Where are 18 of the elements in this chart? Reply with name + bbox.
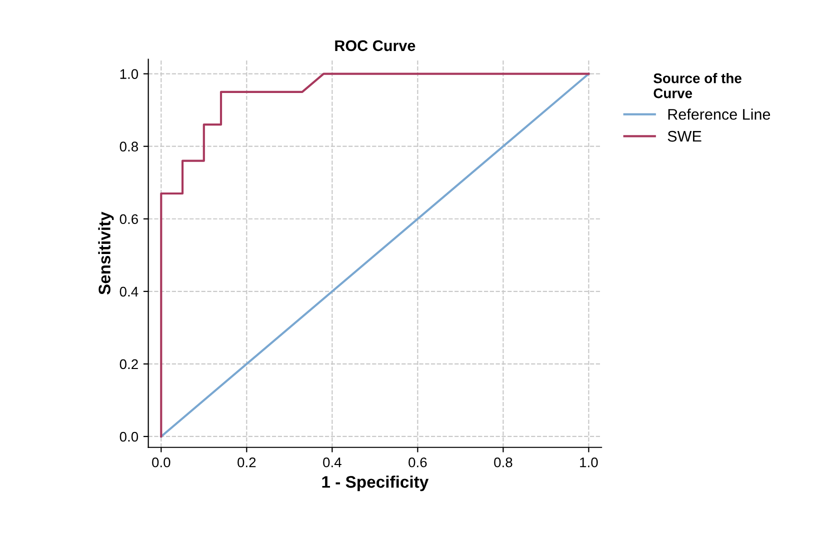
y-tick-label: 0.8 [120, 142, 138, 152]
y-tick-label: 0.4 [120, 286, 138, 297]
x-tick-label: 0.0 [152, 457, 170, 468]
chart-title: ROC Curve [335, 40, 416, 52]
legend-label: SWE [668, 130, 702, 142]
legend-label: Reference Line [668, 108, 770, 120]
x-tick-label: 0.8 [494, 457, 512, 468]
x-tick-label: 0.2 [238, 457, 256, 468]
y-tick-label: 0.0 [120, 432, 138, 442]
y-tick-label: 0.6 [120, 214, 138, 224]
x-tick-label: 0.4 [323, 457, 342, 468]
x-tick-label: 0.6 [408, 457, 427, 468]
y-axis-title: Sensitivity [98, 212, 114, 295]
x-axis-title: 1 - Specificity [322, 476, 429, 492]
y-tick-label: 0.2 [120, 359, 138, 370]
y-tick-label: 1.0 [120, 69, 138, 79]
legend-title: Source of the Curve [654, 73, 742, 98]
x-tick-label: 1.0 [580, 457, 598, 468]
